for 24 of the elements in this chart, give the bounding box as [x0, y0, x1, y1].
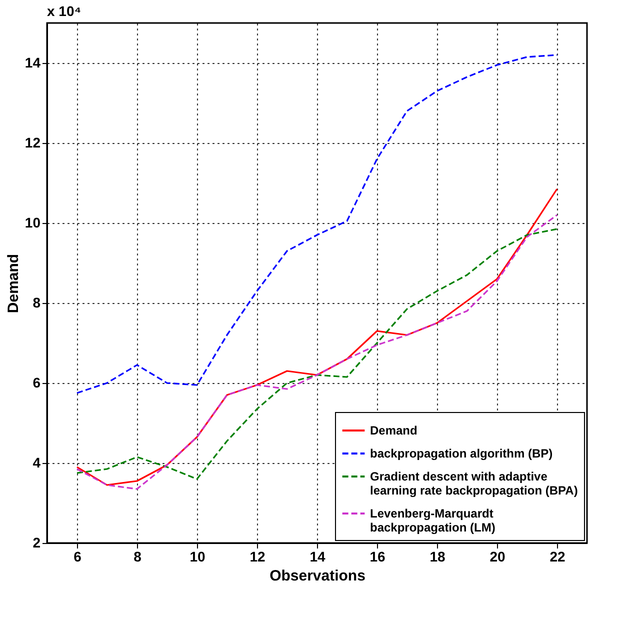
y-tick-label: 4 — [32, 454, 41, 470]
x-tick-label: 20 — [490, 548, 506, 564]
y-tick-label: 8 — [32, 294, 41, 310]
x-tick-label: 18 — [430, 548, 446, 564]
legend-label: backpropagation algorithm (BP) — [370, 446, 553, 460]
y-tick-label: 12 — [24, 134, 41, 150]
legend-label: Demand — [370, 424, 418, 438]
y-tick-label: 10 — [24, 214, 41, 230]
x-axis-title: Observations — [270, 568, 366, 584]
legend-label: Levenberg-Marquardt backpropagation (LM) — [370, 506, 496, 534]
x-tick-label: 8 — [134, 548, 142, 564]
y-tick-label: 14 — [24, 54, 41, 70]
x-tick-label: 16 — [370, 548, 386, 564]
x-tick-label: 12 — [250, 548, 266, 564]
y-axis-title: Demand — [4, 254, 22, 314]
text: x 10⁴ — [47, 3, 82, 19]
x-tick-label: 22 — [550, 548, 566, 564]
y-tick-label: 6 — [32, 374, 41, 390]
legend-label: Gradient descent with adaptive learning rate backpropagation (BPA) — [370, 470, 578, 498]
x-tick-label: 10 — [190, 548, 206, 564]
line-series — [76, 54, 558, 394]
x-tick-label: 6 — [74, 548, 82, 564]
x-tick-label: 14 — [310, 548, 326, 564]
y-tick-label: 2 — [32, 534, 41, 550]
